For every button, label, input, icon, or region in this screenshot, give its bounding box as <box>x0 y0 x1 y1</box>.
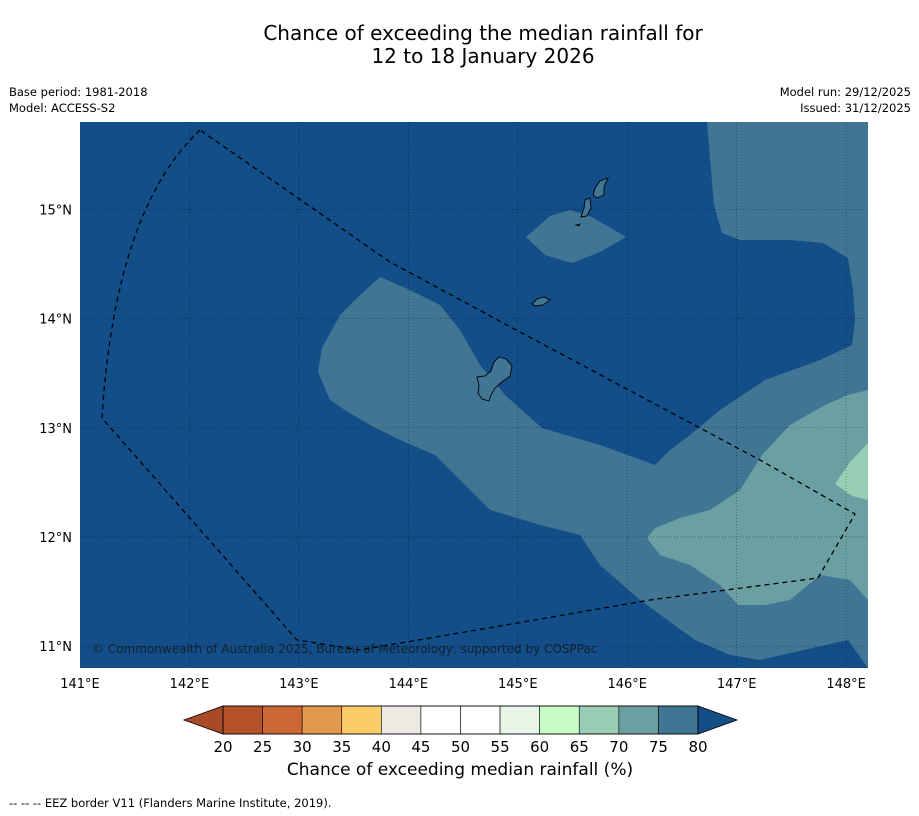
longitude-tick-label: 144°E <box>389 677 429 692</box>
latitude-tick-label: 15°N <box>39 203 72 218</box>
colorbar-tick-label: 70 <box>609 738 628 756</box>
colorbar-tick-label: 40 <box>372 738 391 756</box>
probability-band-70-75 <box>647 390 868 605</box>
probability-band-65-70 <box>835 443 868 500</box>
base-period: Base period: 1981-2018 <box>9 85 148 99</box>
issued-date: Issued: 31/12/2025 <box>800 101 911 115</box>
colorbar-cell <box>658 705 699 735</box>
aguijan-island <box>574 223 581 227</box>
latitude-tick-label: 11°N <box>39 640 72 655</box>
tinian-island <box>580 197 592 218</box>
colorbar-tick-label: 55 <box>491 738 510 756</box>
title-line-1: Chance of exceeding the median rainfall … <box>263 21 703 45</box>
colorbar-over-arrow <box>697 705 739 735</box>
metadata-right: Model run: 29/12/2025 Issued: 31/12/2025 <box>780 84 911 116</box>
metadata-left: Base period: 1981-2018 Model: ACCESS-S2 <box>9 84 148 116</box>
map-gridlines <box>80 122 868 668</box>
colorbar-cell <box>420 705 461 735</box>
eez-footnote: -- -- -- EEZ border V11 (Flanders Marine… <box>9 796 332 810</box>
colorbar-cell <box>381 705 422 735</box>
longitude-tick-label: 145°E <box>498 677 538 692</box>
rainfall-map: © Commonwealth of Australia 2025, Bureau… <box>39 122 868 756</box>
longitude-tick-label: 148°E <box>826 677 866 692</box>
model-run: Model run: 29/12/2025 <box>779 85 911 99</box>
colorbar-tick-labels: 20 25 30 35 40 45 50 55 60 65 70 75 80 <box>213 738 707 756</box>
colorbar-tick-label: 60 <box>530 738 549 756</box>
colorbar-frame <box>222 705 699 735</box>
longitude-tick-label: 146°E <box>607 677 647 692</box>
colorbar-tick-label: 75 <box>649 738 668 756</box>
colorbar-cell <box>499 705 540 735</box>
colorbar-under-arrow <box>182 705 224 735</box>
colorbar-cell <box>262 705 303 735</box>
colorbar-cells <box>222 705 699 735</box>
model-name: Model: ACCESS-S2 <box>9 101 116 115</box>
colorbar-tick-label: 50 <box>451 738 470 756</box>
rota-island <box>531 296 551 307</box>
colorbar: 20 25 30 35 40 45 50 55 60 65 70 75 80 <box>182 705 739 756</box>
longitude-tick-label: 142°E <box>170 677 210 692</box>
colorbar-cell <box>460 705 501 735</box>
title-line-2: 12 to 18 January 2026 <box>371 44 595 68</box>
colorbar-tick-label: 25 <box>253 738 272 756</box>
colorbar-cell <box>301 705 343 735</box>
island-outlines <box>476 177 609 402</box>
map-title: Chance of exceeding the median rainfall … <box>0 22 919 68</box>
colorbar-cell <box>618 705 659 735</box>
colorbar-tick-label: 80 <box>688 738 707 756</box>
colorbar-tick-label: 30 <box>293 738 312 756</box>
probability-band-75-80 <box>526 210 626 263</box>
saipan-island <box>592 177 609 199</box>
map-contours <box>80 122 868 668</box>
latitude-tick-label: 13°N <box>39 422 72 437</box>
colorbar-cell <box>578 705 620 735</box>
longitude-tick-label: 143°E <box>279 677 319 692</box>
colorbar-cell <box>222 705 263 735</box>
longitude-tick-label: 141°E <box>60 677 100 692</box>
eez-border <box>101 129 856 651</box>
latitude-tick-label: 12°N <box>39 531 72 546</box>
longitude-tick-label: 147°E <box>717 677 757 692</box>
colorbar-cell <box>539 705 580 735</box>
latitude-tick-label: 14°N <box>39 313 72 328</box>
colorbar-label: Chance of exceeding median rainfall (%) <box>286 760 634 780</box>
guam-island <box>476 356 513 402</box>
colorbar-cell <box>341 705 382 735</box>
copyright-notice: © Commonwealth of Australia 2025, Bureau… <box>92 642 597 656</box>
colorbar-tick-label: 20 <box>213 738 232 756</box>
colorbar-tick-label: 35 <box>332 738 351 756</box>
colorbar-tick-label: 65 <box>570 738 589 756</box>
axis-tick-labels: 141°E 142°E 143°E 144°E 145°E 146°E 147°E 148°E… <box>39 203 866 692</box>
colorbar-tick-label: 45 <box>411 738 430 756</box>
